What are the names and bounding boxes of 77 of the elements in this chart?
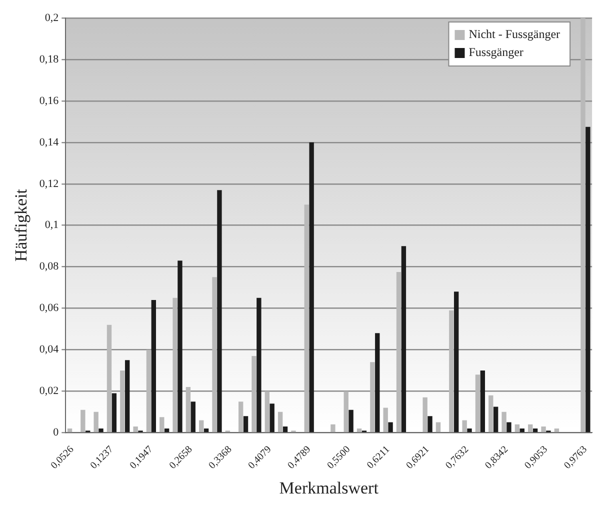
bar xyxy=(348,410,354,432)
bar xyxy=(396,272,402,432)
bar xyxy=(480,370,485,432)
y-tick-label: 0,16 xyxy=(39,94,60,107)
bar xyxy=(217,190,222,432)
y-tick-label: 0,18 xyxy=(39,53,60,66)
y-tick-label: 0,06 xyxy=(39,302,60,314)
bar xyxy=(375,333,380,432)
bar xyxy=(112,393,117,432)
bar xyxy=(146,350,152,432)
bar xyxy=(528,424,533,432)
bar xyxy=(532,428,538,432)
bar xyxy=(356,428,362,432)
y-tick-label: 0 xyxy=(53,426,60,439)
y-tick-label: 0,12 xyxy=(39,178,59,190)
bar xyxy=(541,426,546,432)
bar xyxy=(520,428,524,432)
bar xyxy=(475,374,480,432)
bar xyxy=(172,298,178,432)
bar xyxy=(252,356,256,432)
bar xyxy=(178,260,182,432)
bar xyxy=(580,18,586,432)
bar xyxy=(160,417,164,432)
y-axis-title: Häufigkeit xyxy=(12,188,31,262)
bar xyxy=(488,395,494,432)
bar xyxy=(243,416,248,432)
bar xyxy=(212,277,217,432)
bar xyxy=(120,370,125,432)
x-axis-title: Merkmalswert xyxy=(279,478,379,498)
bar xyxy=(586,126,590,432)
bar xyxy=(449,310,454,432)
bar xyxy=(186,387,191,432)
bar xyxy=(467,428,472,432)
y-tick-label: 0,04 xyxy=(39,344,60,356)
bar xyxy=(388,422,393,432)
bar xyxy=(422,397,428,432)
bar xyxy=(98,428,104,432)
bar xyxy=(133,426,138,432)
bar xyxy=(80,410,86,432)
bar xyxy=(94,412,98,432)
bar xyxy=(309,142,314,432)
bar xyxy=(124,360,130,432)
bar xyxy=(436,422,441,432)
bar xyxy=(514,424,520,432)
bar xyxy=(278,412,283,432)
bar xyxy=(454,292,459,432)
bar xyxy=(106,324,112,432)
bar xyxy=(264,391,270,432)
bar xyxy=(493,406,498,432)
bar xyxy=(270,404,274,432)
y-tick-label: 0,14 xyxy=(39,136,60,148)
legend-label: Fussgänger xyxy=(468,45,524,60)
y-tick-label: 0,02 xyxy=(39,385,59,398)
bar xyxy=(304,204,309,432)
bar xyxy=(330,424,336,432)
bar xyxy=(67,428,72,432)
bar xyxy=(204,428,209,432)
legend-label: Nicht - Fussgänger xyxy=(468,27,560,42)
bar xyxy=(506,422,512,432)
y-tick-label: 0,2 xyxy=(44,12,59,24)
bar xyxy=(238,402,244,432)
bar xyxy=(383,408,388,432)
bar xyxy=(462,420,467,432)
bar xyxy=(370,362,375,432)
bar xyxy=(190,402,196,432)
bar xyxy=(428,416,432,432)
bar xyxy=(401,246,406,432)
bar xyxy=(554,428,560,432)
bar xyxy=(151,300,156,432)
bar xyxy=(164,428,170,432)
bar xyxy=(256,298,262,432)
y-tick-label: 0,08 xyxy=(39,260,60,273)
bar xyxy=(282,426,288,432)
bar xyxy=(502,412,506,432)
bar xyxy=(199,420,204,432)
bar xyxy=(344,391,348,432)
y-tick-label: 0,1 xyxy=(44,219,59,232)
